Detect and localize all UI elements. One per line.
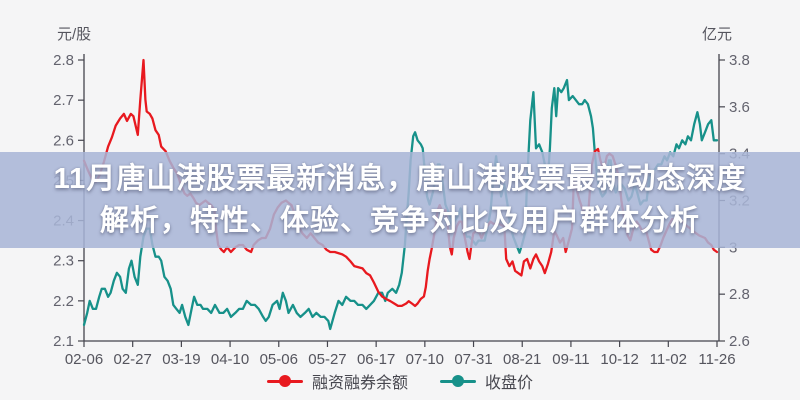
left-tick-label: 2.6 [53, 132, 74, 149]
right-tick-label: 3.8 [729, 52, 750, 69]
x-tick-label: 02-27 [114, 351, 152, 368]
title-line-1: 11月唐山港股票最新消息，唐山港股票最新动态深度 [53, 163, 747, 195]
left-axis-unit-label: 元/股 [57, 26, 92, 43]
right-axis-unit-label: 亿元 [702, 26, 733, 43]
x-tick-label: 05-27 [308, 351, 346, 368]
legend-label-margin-balance: 融资融券余额 [311, 375, 408, 392]
x-tick-label: 05-06 [260, 351, 298, 368]
right-tick-label: 2.6 [729, 333, 750, 350]
x-tick-label: 10-12 [600, 351, 638, 368]
left-tick-label: 2.7 [53, 92, 74, 109]
title-line-2: 解析，特性、体验、竞争对比及用户群体分析 [99, 205, 700, 237]
x-tick-label: 03-19 [162, 351, 200, 368]
legend: 融资融券余额 收盘价 [0, 369, 800, 393]
left-tick-label: 2.1 [53, 333, 74, 350]
legend-item-margin-balance: 融资融券余额 [266, 369, 408, 393]
left-tick-label: 2.2 [53, 293, 74, 310]
red-line-marker-icon [266, 375, 303, 387]
x-tick-label: 11-02 [650, 351, 687, 368]
title-overlay-banner: 11月唐山港股票最新消息，唐山港股票最新动态深度 解析，特性、体验、竞争对比及用… [0, 152, 800, 248]
left-tick-label: 2.3 [53, 253, 74, 270]
right-tick-label: 3.6 [729, 99, 750, 116]
x-tick-label: 04-10 [211, 351, 249, 368]
x-tick-label: 09-11 [552, 351, 589, 368]
x-tick-label: 06-17 [357, 351, 395, 368]
legend-label-close-price: 收盘价 [485, 375, 534, 392]
x-tick-label: 11-26 [698, 351, 735, 368]
x-tick-label: 07-31 [454, 351, 492, 368]
legend-item-close-price: 收盘价 [440, 369, 533, 393]
x-tick-label: 02-06 [65, 351, 103, 368]
x-tick-label: 08-21 [503, 351, 541, 368]
x-tick-label: 07-10 [406, 351, 444, 368]
teal-line-marker-icon [440, 375, 476, 387]
right-tick-label: 2.8 [729, 286, 750, 303]
left-tick-label: 2.8 [53, 52, 74, 69]
